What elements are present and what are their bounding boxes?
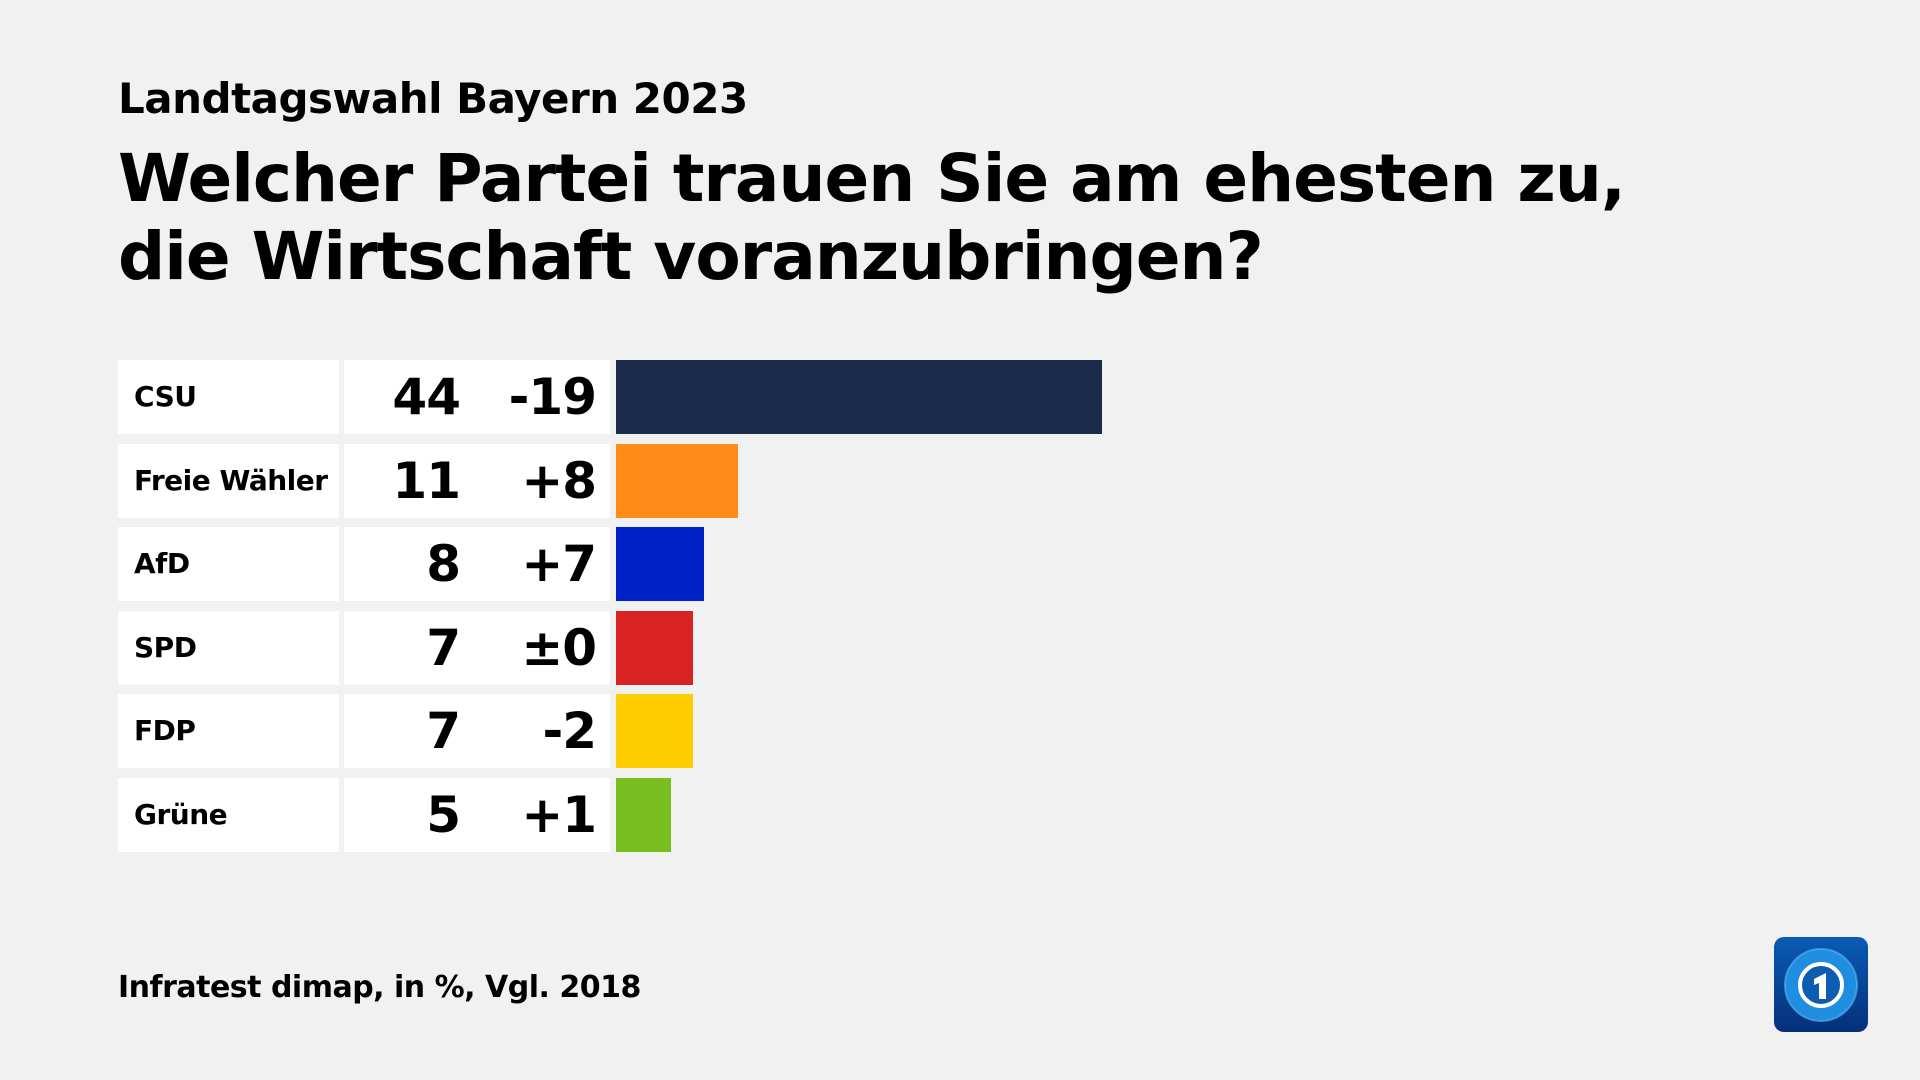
source-note: Infratest dimap, in %, Vgl. 2018 <box>118 970 641 1005</box>
data-label: 7 <box>426 618 461 677</box>
change-label: -19 <box>508 368 597 426</box>
category-label: AfD <box>118 527 339 602</box>
value-cell: 5 +1 <box>344 778 610 852</box>
globe-icon <box>1784 948 1858 1022</box>
value-cell: 11 +8 <box>344 443 610 518</box>
category-label: Freie Wähler <box>118 443 339 518</box>
bar <box>616 527 705 602</box>
bar-row: Grüne 5 +1 <box>118 778 1618 852</box>
chart-subtitle: Landtagswahl Bayern 2023 <box>118 74 748 123</box>
data-label: 7 <box>426 702 461 761</box>
bar <box>616 694 694 769</box>
bar-row: AfD 8 +7 <box>118 527 1618 602</box>
change-label: -2 <box>542 702 597 761</box>
bar <box>616 778 672 852</box>
bar <box>616 443 738 518</box>
category-label: CSU <box>118 360 339 434</box>
data-label: 44 <box>392 368 461 426</box>
bar-row: Freie Wähler 11 +8 <box>118 443 1618 518</box>
bar-row: CSU 44 -19 <box>118 360 1618 434</box>
change-label: +1 <box>521 786 597 844</box>
tagesschau-logo <box>1774 937 1868 1032</box>
change-label: +8 <box>521 451 597 510</box>
chart-title: Welcher Partei trauen Sie am ehesten zu,… <box>118 140 1626 295</box>
value-cell: 7 ±0 <box>344 610 610 685</box>
bar <box>616 360 1102 434</box>
change-label: ±0 <box>521 618 597 677</box>
category-label: SPD <box>118 610 339 685</box>
data-label: 5 <box>426 786 461 844</box>
data-label: 11 <box>392 451 461 510</box>
value-cell: 7 -2 <box>344 694 610 769</box>
value-cell: 8 +7 <box>344 527 610 602</box>
category-label: Grüne <box>118 778 339 852</box>
value-cell: 44 -19 <box>344 360 610 434</box>
change-label: +7 <box>521 535 597 594</box>
bar-row: FDP 7 -2 <box>118 694 1618 769</box>
data-label: 8 <box>426 535 461 594</box>
bar-row: SPD 7 ±0 <box>118 610 1618 685</box>
category-label: FDP <box>118 694 339 769</box>
bar <box>616 610 694 685</box>
